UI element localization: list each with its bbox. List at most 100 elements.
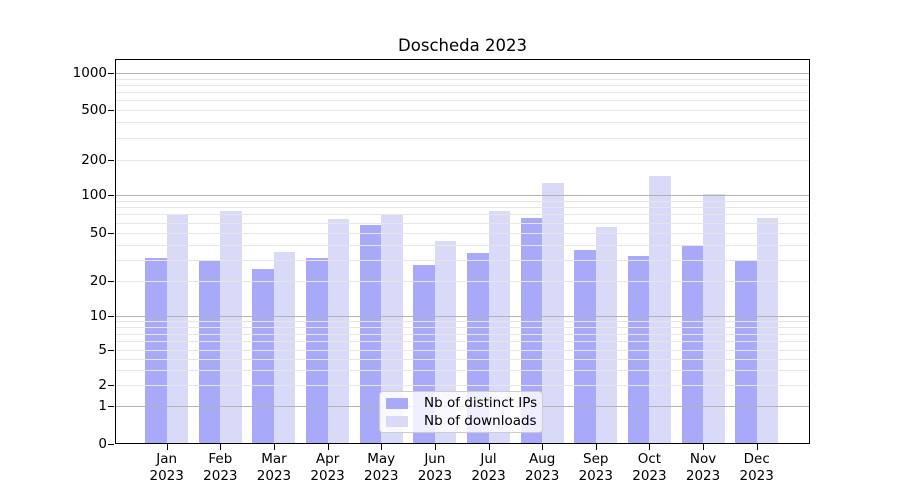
axis-spine-right — [809, 59, 810, 444]
y-tick-label-1: 1 — [98, 398, 107, 415]
bar-downloads-aug-2023 — [542, 183, 564, 444]
y-tick-label-2: 2 — [98, 376, 107, 393]
gridline-y-20 — [115, 280, 810, 282]
gridline-y-6 — [115, 341, 810, 343]
y-tick-label-50: 50 — [89, 224, 107, 241]
gridline-y-90 — [115, 200, 810, 202]
y-tick-mark-200 — [108, 159, 114, 161]
y-tick-label-500: 500 — [81, 101, 107, 118]
gridline-y-300 — [115, 137, 810, 139]
gridline-y-8 — [115, 326, 810, 328]
gridline-y-80 — [115, 207, 810, 209]
legend-label-distinct-ips: Nb of distinct IPs — [424, 395, 538, 411]
bar-downloads-oct-2023 — [649, 176, 671, 444]
bar-downloads-nov-2023 — [703, 194, 725, 444]
bar-downloads-may-2023 — [381, 214, 403, 444]
gridline-y-70 — [115, 214, 810, 216]
bar-downloads-mar-2023 — [273, 251, 296, 444]
legend-label-downloads: Nb of downloads — [424, 413, 537, 429]
y-tick-mark-10 — [108, 315, 114, 317]
gridline-y-50 — [115, 232, 810, 234]
x-tick-label-10: Nov 2023 — [685, 451, 721, 484]
plot-area: Nb of distinct IPs Nb of downloads — [115, 59, 810, 444]
y-tick-mark-50 — [108, 232, 114, 234]
y-tick-mark-2 — [108, 384, 114, 386]
x-tick-mark-10 — [703, 444, 705, 450]
gridline-y-900 — [115, 78, 810, 80]
x-tick-label-3: Apr 2023 — [310, 451, 345, 484]
gridline-y-3 — [115, 369, 810, 371]
y-tick-mark-0 — [108, 444, 114, 445]
x-tick-label-4: May 2023 — [364, 451, 399, 484]
legend-row-downloads: Nb of downloads — [386, 412, 537, 430]
bar-ips-nov-2023 — [681, 244, 704, 444]
y-tick-label-10: 10 — [89, 307, 107, 324]
gridline-y-40 — [115, 244, 810, 246]
x-tick-label-9: Oct 2023 — [632, 451, 667, 484]
y-tick-mark-100 — [108, 194, 114, 196]
gridline-y-9 — [115, 320, 810, 322]
x-tick-mark-2 — [273, 444, 275, 450]
x-tick-mark-8 — [595, 444, 597, 450]
axis-spine-top — [115, 59, 810, 60]
gridline-y-700 — [115, 91, 810, 93]
x-tick-label-6: Jul 2023 — [471, 451, 506, 484]
bar-ips-dec-2023 — [735, 259, 757, 444]
y-tick-mark-1000 — [108, 73, 114, 74]
bar-ips-mar-2023 — [252, 269, 274, 444]
x-tick-label-7: Aug 2023 — [524, 451, 560, 484]
x-tick-label-0: Jan 2023 — [149, 451, 184, 484]
bar-downloads-apr-2023 — [327, 219, 350, 444]
gridline-y-600 — [115, 100, 810, 102]
gridline-y-5 — [115, 350, 810, 352]
y-tick-mark-500 — [108, 109, 114, 111]
legend-swatch-distinct-ips — [386, 397, 408, 409]
axis-spine-bottom — [115, 443, 810, 444]
x-tick-mark-3 — [327, 444, 329, 450]
bar-downloads-jan-2023 — [166, 214, 189, 444]
bar-ips-oct-2023 — [627, 256, 650, 444]
legend-swatch-downloads — [386, 415, 408, 427]
gridline-y-7 — [115, 333, 810, 335]
y-tick-mark-20 — [108, 280, 114, 282]
y-tick-label-5: 5 — [98, 342, 107, 359]
legend: Nb of distinct IPs Nb of downloads — [379, 391, 543, 433]
x-tick-label-1: Feb 2023 — [203, 451, 238, 484]
x-tick-mark-0 — [166, 444, 168, 450]
gridline-y-800 — [115, 84, 810, 86]
gridline-y-200 — [115, 159, 810, 161]
x-tick-label-11: Dec 2023 — [739, 451, 774, 484]
gridline-y-4 — [115, 358, 810, 360]
y-tick-mark-5 — [108, 350, 114, 352]
x-tick-label-2: Mar 2023 — [256, 451, 292, 484]
x-tick-mark-11 — [756, 444, 758, 450]
bar-ips-sep-2023 — [574, 250, 596, 444]
x-tick-mark-5 — [434, 444, 436, 450]
y-tick-label-200: 200 — [81, 151, 107, 168]
x-tick-mark-7 — [542, 444, 544, 450]
gridline-y-60 — [115, 222, 810, 224]
y-tick-label-0: 0 — [98, 436, 107, 452]
x-tick-label-5: Jun 2023 — [417, 451, 453, 484]
y-tick-label-1000: 1000 — [72, 65, 107, 81]
gridline-y-30 — [115, 259, 810, 261]
gridline-y-2 — [115, 384, 810, 386]
bar-downloads-dec-2023 — [756, 217, 779, 444]
legend-row-distinct-ips: Nb of distinct IPs — [386, 394, 538, 412]
gridline-y-500 — [115, 109, 810, 111]
y-tick-mark-1 — [108, 406, 114, 408]
gridline-y-400 — [115, 121, 810, 123]
y-tick-label-20: 20 — [89, 272, 107, 289]
x-tick-mark-1 — [220, 444, 222, 450]
chart-title: Doscheda 2023 — [398, 36, 527, 55]
x-tick-mark-6 — [488, 444, 490, 450]
gridline-y-10 — [115, 315, 810, 317]
gridline-y-100 — [115, 194, 810, 196]
x-tick-label-8: Sep 2023 — [578, 451, 613, 484]
axis-spine-left — [115, 59, 116, 444]
x-tick-mark-4 — [381, 444, 383, 450]
x-tick-mark-9 — [649, 444, 651, 450]
y-tick-label-100: 100 — [81, 186, 107, 203]
bar-ips-feb-2023 — [198, 261, 221, 444]
